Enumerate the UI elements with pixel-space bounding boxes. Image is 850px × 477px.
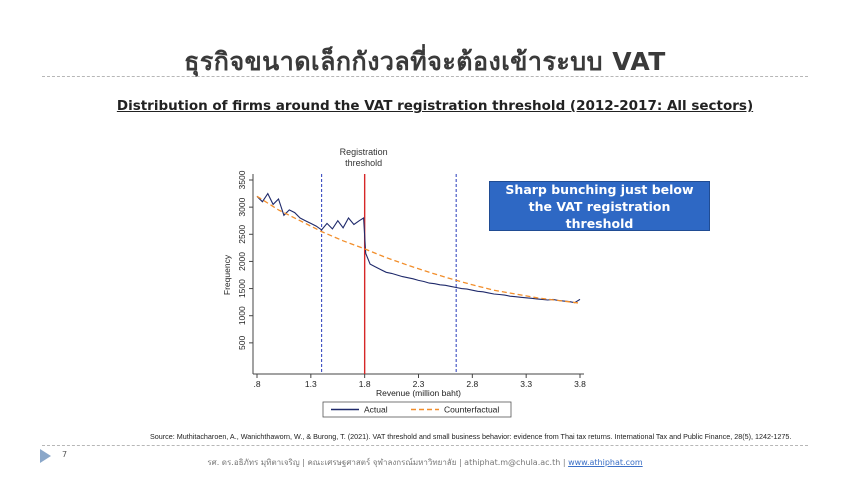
- source-citation: Source: Muthitacharoen, A., Wanichthawor…: [150, 432, 792, 441]
- page-arrow-icon: [40, 449, 51, 463]
- y-tick-label: 500: [237, 335, 247, 349]
- footer-text: รศ. ดร.อธิภัทร มุทิตาเจริญ | คณะเศรษฐศาส…: [207, 458, 569, 467]
- threshold-label: Registration: [340, 147, 388, 157]
- y-tick-label: 1500: [237, 279, 247, 298]
- footer: รศ. ดร.อธิภัทร มุทิตาเจริญ | คณะเศรษฐศาส…: [0, 456, 850, 469]
- x-tick-label: 2.8: [466, 379, 478, 389]
- callout-text: Sharp bunching just below the VAT regist…: [505, 181, 694, 231]
- page-number: 7: [62, 450, 68, 459]
- x-tick-label: 3.8: [574, 379, 586, 389]
- bunching-callout: Sharp bunching just below the VAT regist…: [489, 181, 710, 231]
- legend-box: [322, 401, 512, 418]
- x-tick-label: 1.3: [305, 379, 317, 389]
- actual-line: [256, 192, 581, 304]
- legend-entry: Counterfactual: [444, 405, 499, 415]
- y-tick-label: 3500: [237, 170, 247, 189]
- x-axis-label: Revenue (million baht): [376, 388, 461, 398]
- x-tick-label: .8: [253, 379, 260, 389]
- title-divider: [42, 76, 808, 77]
- footer-link[interactable]: www.athiphat.com: [568, 458, 643, 467]
- y-tick-label: 3000: [237, 197, 247, 216]
- y-tick-label: 2500: [237, 225, 247, 244]
- counterfactual-line: [256, 195, 581, 304]
- y-tick-label: 1000: [237, 306, 247, 325]
- chart-subtitle: Distribution of firms around the VAT reg…: [116, 98, 754, 114]
- x-tick-label: 3.3: [520, 379, 532, 389]
- x-tick-label: 2.3: [413, 379, 425, 389]
- y-tick-label: 2000: [237, 252, 247, 271]
- slide-title: ธุรกิจขนาดเล็กกังวลที่จะต้องเข้าระบบ VAT: [184, 47, 666, 76]
- y-axis-label: Frequency: [222, 254, 232, 295]
- legend-entry: Actual: [364, 405, 388, 415]
- x-tick-label: 1.8: [359, 379, 371, 389]
- vat-distribution-chart: 500 1000 1500 2000 2500 3000 3500 .8 1.3 1.8 2.3 2.…: [222, 147, 586, 418]
- threshold-label: threshold: [345, 158, 382, 168]
- footer-divider: [42, 445, 808, 446]
